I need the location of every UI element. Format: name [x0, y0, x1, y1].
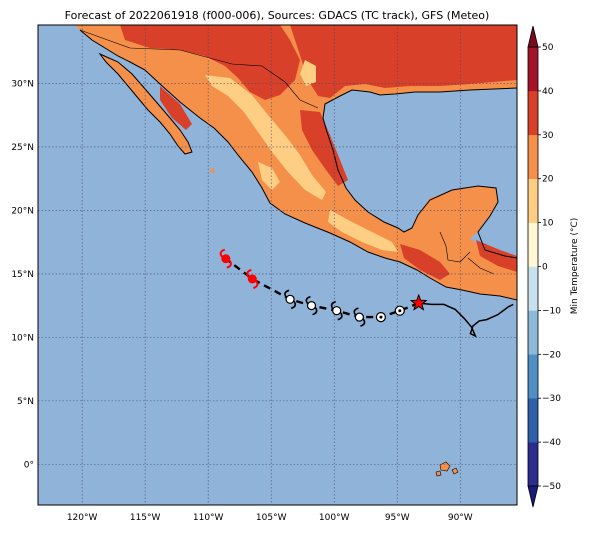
colorbar-ticks: 50 40 30 20 10 0 −10 −20 −30 −40 −50 [538, 43, 561, 492]
colorbar-segment [528, 354, 538, 399]
latitude-tick-label: 0° [24, 460, 34, 470]
colorbar-tick-label: 30 [542, 131, 554, 141]
map-title: Forecast of 2022061918 (f000-006), Sourc… [65, 9, 490, 22]
colorbar-tick-label: −50 [542, 482, 561, 492]
longitude-tick-label: 90°W [448, 513, 473, 523]
cyclone-storm-icon [305, 295, 318, 316]
colorbar-tick-label: −10 [542, 306, 561, 316]
colorbar-tick-label: 20 [542, 175, 554, 185]
longitude-tick-label: 95°W [385, 513, 410, 523]
land-baja [100, 54, 192, 154]
colorbar-segments [528, 47, 538, 487]
latitude-tick-label: 30°N [11, 79, 34, 89]
land-yucatan [430, 186, 498, 236]
longitude-tick-label: 110°W [193, 513, 224, 523]
colorbar-tick-label: 10 [542, 219, 554, 229]
forecast-track-line [225, 257, 420, 319]
colorbar-segment [528, 442, 538, 487]
longitude-tick-label: 100°W [319, 513, 350, 523]
colorbar-segment [528, 310, 538, 355]
colorbar-top-arrow [527, 25, 539, 48]
current-position-star [409, 293, 428, 311]
colorbar-tick-label: 50 [542, 43, 554, 53]
colorbar: 50 40 30 20 10 0 −10 −20 −30 −40 −50 Min Temperatu… [527, 25, 580, 508]
coastlines [79, 29, 517, 301]
cool-zones [205, 60, 398, 252]
cyclone-depression-icon [394, 305, 405, 316]
forecast-symbols [219, 248, 405, 327]
latitude-labels: 30°N 25°N 20°N 15°N 10°N 5°N 0° [11, 79, 34, 470]
colorbar-tick-label: −40 [542, 438, 561, 448]
colorbar-tick-label: −30 [542, 394, 561, 404]
latitude-tick-label: 5°N [17, 397, 34, 407]
longitude-tick-label: 105°W [256, 513, 287, 523]
land-socorro [210, 168, 215, 173]
colorbar-segment [528, 398, 538, 443]
past-track-line [418, 302, 514, 338]
longitude-labels: 120°W 115°W 110°W 105°W 100°W 95°W 90°W [67, 513, 473, 523]
colorbar-bottom-arrow [527, 485, 539, 508]
colorbar-segment [528, 266, 538, 311]
cyclone-depression-icon [375, 312, 386, 323]
cyclone-hurricane-icon [219, 248, 232, 269]
latitude-tick-label: 10°N [11, 333, 34, 343]
land-galapagos [435, 461, 459, 477]
colorbar-tick-label: 40 [542, 87, 554, 97]
storm-track-layer [219, 248, 514, 338]
cyclone-storm-icon [284, 289, 296, 310]
latitude-tick-label: 25°N [11, 143, 34, 153]
colorbar-segment [528, 47, 538, 92]
map-frame [37, 24, 518, 506]
colorbar-segment [528, 90, 538, 136]
cyclone-storm-icon [330, 300, 343, 321]
latitude-tick-label: 20°N [11, 206, 34, 216]
colorbar-tick-label: −20 [542, 350, 561, 360]
colorbar-segment [528, 222, 538, 267]
longitude-tick-label: 120°W [67, 513, 98, 523]
graticule [38, 25, 517, 505]
colorbar-segment [528, 178, 538, 223]
country-borders [79, 29, 495, 275]
map-panel: 120°W 115°W 110°W 105°W 100°W 95°W 90°W 30°N 25… [11, 24, 518, 523]
longitude-tick-label: 115°W [130, 513, 161, 523]
colorbar-segment [528, 134, 538, 179]
cyclone-storm-icon [353, 307, 366, 327]
cyclone-hurricane-icon [246, 269, 259, 289]
colorbar-tick-label: 0 [542, 263, 548, 273]
colorbar-label: Min Temperature (°C) [570, 218, 580, 315]
latitude-tick-label: 15°N [11, 270, 34, 280]
